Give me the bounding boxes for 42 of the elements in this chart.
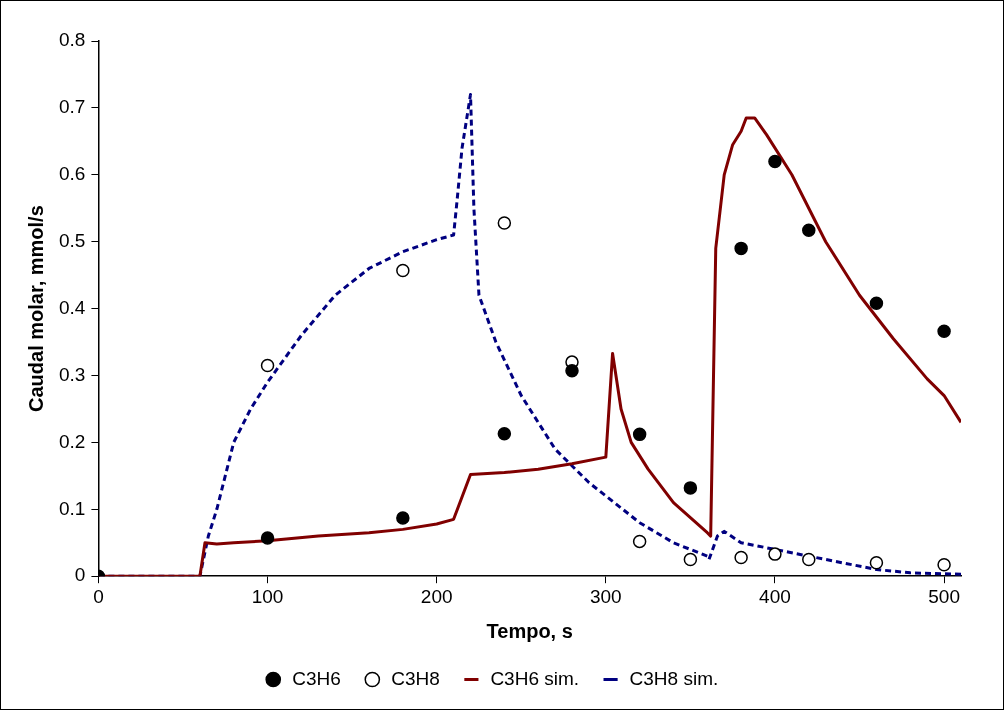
point — [734, 241, 748, 256]
y-tick-label: 0.8 — [58, 29, 86, 51]
point — [632, 427, 647, 442]
y-tick-label: 0.6 — [58, 163, 86, 185]
point — [632, 534, 647, 549]
legend-label: C3H6 — [292, 667, 341, 689]
legend-label: C3H6 sim. — [490, 667, 580, 689]
point — [802, 223, 816, 238]
y-tick-label: 0.3 — [58, 363, 86, 385]
y-tick-label: 0.1 — [58, 497, 86, 519]
point — [396, 511, 410, 525]
point — [937, 324, 951, 339]
point — [734, 550, 748, 565]
point — [260, 358, 275, 373]
x-axis-title: Tempo, s — [486, 619, 573, 642]
x-tick-label: 0 — [93, 585, 104, 607]
x-tick-label: 200 — [420, 585, 453, 607]
point — [260, 531, 275, 545]
point — [869, 296, 884, 310]
legend-label: C3H8 sim. — [629, 667, 719, 689]
x-tick-label: 100 — [251, 585, 284, 607]
legend-label: C3H8 — [391, 667, 440, 689]
point — [802, 552, 816, 567]
x-tick-label: 500 — [928, 585, 960, 607]
y-axis-title: Caudal molar, mmol/s — [24, 205, 47, 412]
point — [869, 556, 884, 570]
point — [497, 216, 512, 230]
y-tick-label: 0.4 — [58, 296, 86, 318]
point — [683, 481, 698, 495]
x-tick-label: 300 — [589, 585, 622, 607]
point — [937, 558, 951, 572]
y-tick-label: 0 — [74, 564, 86, 586]
x-tick-label: 400 — [759, 585, 791, 607]
point — [768, 547, 782, 561]
point — [565, 364, 579, 378]
point — [497, 426, 512, 441]
y-tick-label: 0.5 — [58, 229, 86, 251]
point — [683, 552, 698, 567]
y-tick-label: 0.7 — [58, 96, 86, 118]
y-tick-label: 0.2 — [58, 430, 86, 452]
point — [396, 263, 410, 278]
point — [768, 154, 782, 169]
